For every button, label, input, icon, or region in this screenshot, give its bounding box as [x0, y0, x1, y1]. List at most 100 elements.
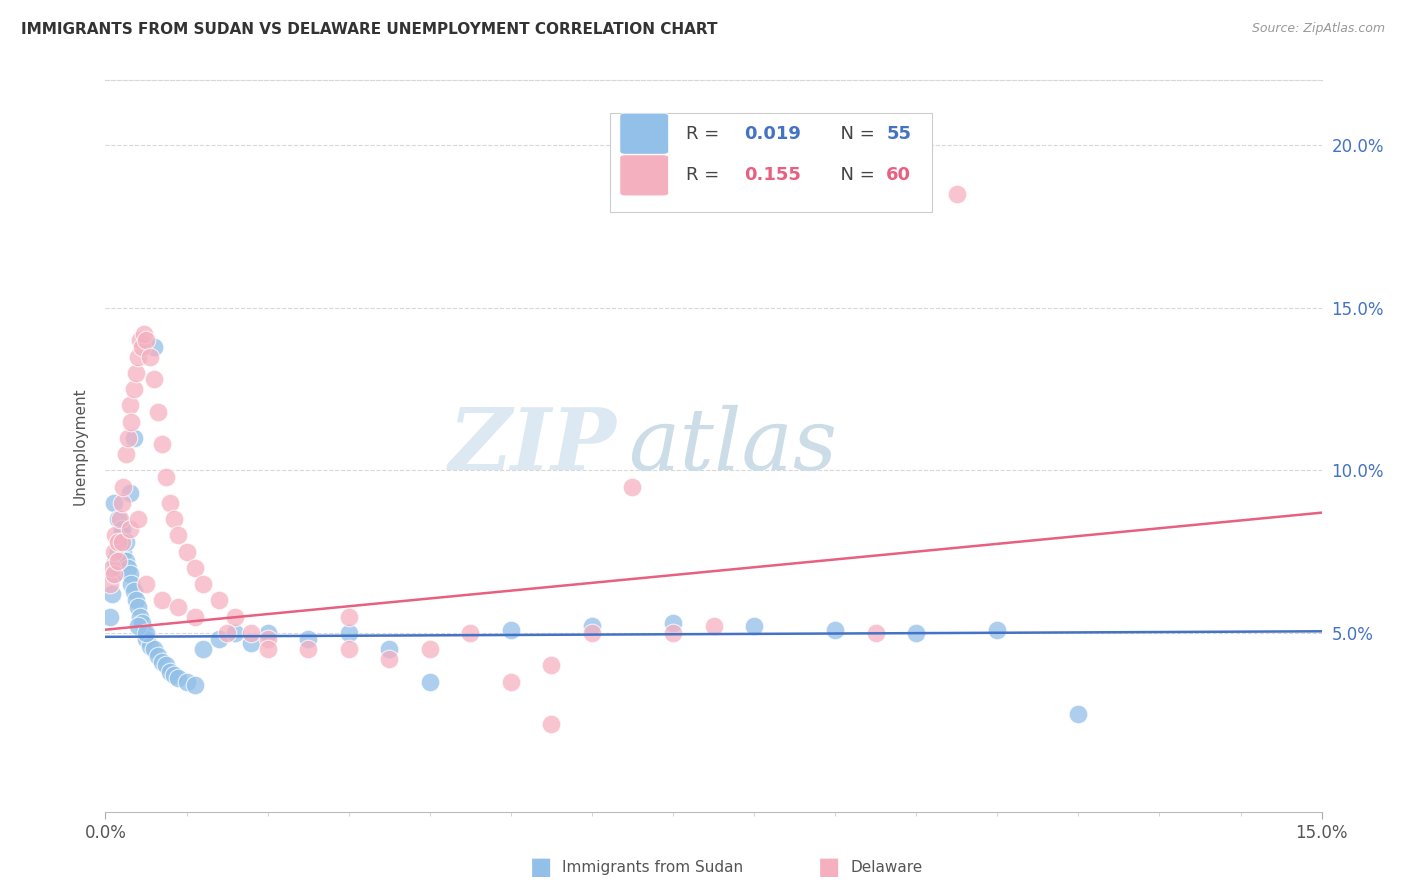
Point	[139, 350, 162, 364]
Point	[297, 632, 319, 647]
Point	[167, 599, 190, 614]
Point	[135, 632, 157, 647]
Point	[127, 512, 149, 526]
Text: atlas: atlas	[628, 405, 838, 487]
Point	[103, 544, 125, 558]
Point	[378, 642, 401, 657]
Point	[183, 678, 205, 692]
Point	[662, 616, 685, 631]
Point	[107, 535, 129, 549]
Point	[120, 415, 142, 429]
Point	[118, 486, 141, 500]
Point	[163, 668, 186, 682]
Point	[167, 672, 190, 686]
Point	[111, 535, 134, 549]
Text: N =: N =	[830, 167, 880, 185]
Point	[176, 674, 198, 689]
Point	[143, 642, 166, 657]
Point	[143, 340, 166, 354]
Point	[458, 626, 481, 640]
Point	[122, 382, 145, 396]
Point	[131, 340, 153, 354]
Point	[581, 626, 603, 640]
Point	[191, 577, 214, 591]
Point	[337, 626, 360, 640]
Point	[139, 639, 162, 653]
Point	[183, 561, 205, 575]
Text: ■: ■	[530, 855, 553, 879]
Point	[131, 616, 153, 631]
Point	[419, 642, 441, 657]
Point	[127, 350, 149, 364]
Point	[217, 626, 239, 640]
Point	[176, 544, 198, 558]
Point	[135, 334, 157, 348]
Point	[112, 544, 135, 558]
Point	[114, 554, 136, 568]
Point	[118, 398, 141, 412]
Point	[150, 655, 173, 669]
Point	[378, 652, 401, 666]
Point	[905, 626, 928, 640]
Text: 0.155: 0.155	[744, 167, 801, 185]
Point	[108, 535, 131, 549]
Point	[104, 554, 127, 568]
Point	[499, 623, 522, 637]
Point	[104, 528, 127, 542]
Point	[125, 366, 148, 380]
Point	[101, 587, 124, 601]
FancyBboxPatch shape	[610, 113, 932, 212]
Point	[118, 522, 141, 536]
Point	[224, 626, 246, 640]
Point	[103, 496, 125, 510]
Text: 55: 55	[886, 125, 911, 143]
Point	[146, 648, 169, 663]
Point	[865, 626, 887, 640]
Text: Source: ZipAtlas.com: Source: ZipAtlas.com	[1251, 22, 1385, 36]
Point	[208, 593, 231, 607]
Text: Delaware: Delaware	[851, 860, 922, 874]
Point	[159, 496, 181, 510]
Point	[581, 619, 603, 633]
Point	[114, 447, 136, 461]
Point	[134, 626, 156, 640]
Point	[135, 626, 157, 640]
Text: N =: N =	[830, 125, 880, 143]
FancyBboxPatch shape	[620, 113, 668, 154]
Point	[986, 623, 1008, 637]
Point	[240, 626, 263, 640]
Point	[122, 431, 145, 445]
Point	[117, 561, 139, 575]
Point	[107, 512, 129, 526]
Point	[118, 567, 141, 582]
Point	[256, 626, 278, 640]
Point	[98, 609, 121, 624]
Text: 60: 60	[886, 167, 911, 185]
Text: 0.019: 0.019	[744, 125, 801, 143]
Text: Immigrants from Sudan: Immigrants from Sudan	[562, 860, 744, 874]
Point	[111, 522, 134, 536]
Point	[256, 642, 278, 657]
Point	[101, 561, 124, 575]
Text: IMMIGRANTS FROM SUDAN VS DELAWARE UNEMPLOYMENT CORRELATION CHART: IMMIGRANTS FROM SUDAN VS DELAWARE UNEMPL…	[21, 22, 717, 37]
Point	[183, 609, 205, 624]
Point	[134, 326, 156, 341]
FancyBboxPatch shape	[620, 155, 668, 196]
Point	[103, 567, 125, 582]
Point	[1067, 707, 1090, 722]
Point	[125, 593, 148, 607]
Point	[143, 372, 166, 386]
Point	[107, 544, 129, 558]
Point	[256, 632, 278, 647]
Point	[107, 554, 129, 568]
Point	[122, 583, 145, 598]
Point	[702, 619, 725, 633]
Point	[111, 496, 134, 510]
Point	[824, 623, 846, 637]
Point	[662, 626, 685, 640]
Point	[112, 480, 135, 494]
Point	[127, 599, 149, 614]
Point	[540, 658, 562, 673]
Point	[208, 632, 231, 647]
Point	[621, 480, 644, 494]
